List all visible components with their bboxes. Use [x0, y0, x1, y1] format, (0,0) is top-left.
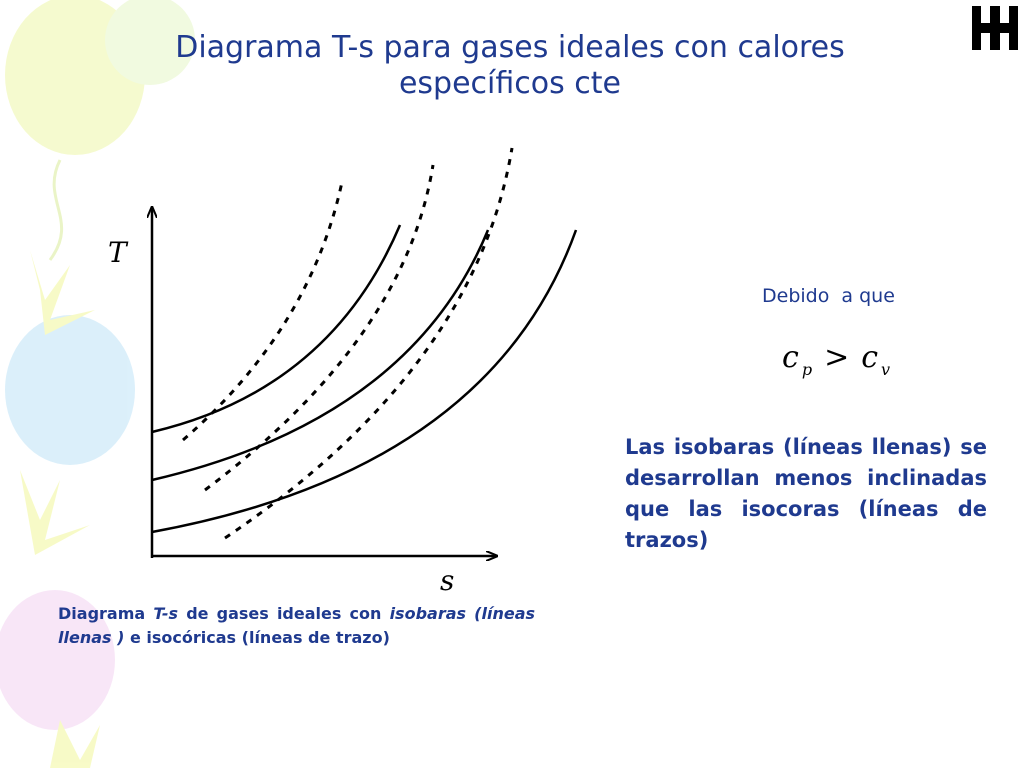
explanation-text: Las isobaras (líneas llenas) se desarrol…: [625, 435, 987, 552]
formula-c1: c: [782, 340, 799, 375]
isochore-line-1: [182, 181, 344, 442]
caption-part-3: de gases ideales con: [178, 604, 390, 623]
cp-greater-cv-formula: c p > c v: [782, 340, 890, 390]
diagram-caption: Diagrama T-s de gases ideales con isobar…: [58, 602, 535, 650]
title-line-1: Diagrama T-s para gases ideales con calo…: [175, 30, 845, 65]
star-decoration: [30, 250, 95, 335]
utn-logo-icon: [972, 6, 1018, 50]
title-line-2: específicos cte: [398, 66, 622, 101]
isobar-line-3: [151, 229, 578, 534]
y-axis-label: T: [108, 236, 129, 269]
star-decoration-3: [50, 720, 100, 768]
isobar-line-1: [151, 224, 402, 434]
balloon-pink: [0, 590, 115, 730]
star-decoration-2: [20, 470, 90, 555]
slide-title: Diagrama T-s para gases ideales con calo…: [100, 30, 920, 102]
formula-c2: c: [861, 340, 879, 375]
balloon-green-top: [105, 0, 195, 85]
isobar-line-2: [151, 229, 490, 482]
caption-part-2: T-s: [153, 604, 179, 623]
formula-sub1: p: [801, 360, 813, 379]
caption-part-4: isobaras (líneas llenas ): [58, 604, 536, 647]
formula-sub2: v: [881, 360, 891, 379]
balloon-blue: [5, 315, 135, 465]
caption-part-1: Diagrama: [58, 604, 154, 623]
isochore-line-2: [204, 164, 435, 492]
because-text: Debido a que: [762, 285, 895, 307]
balloon-string: [48, 159, 63, 261]
caption-part-5: e isocóricas (líneas de trazo): [124, 628, 390, 647]
x-axis-label: s: [440, 564, 454, 597]
formula-operator: >: [824, 340, 850, 375]
isochore-line-3: [224, 147, 514, 540]
